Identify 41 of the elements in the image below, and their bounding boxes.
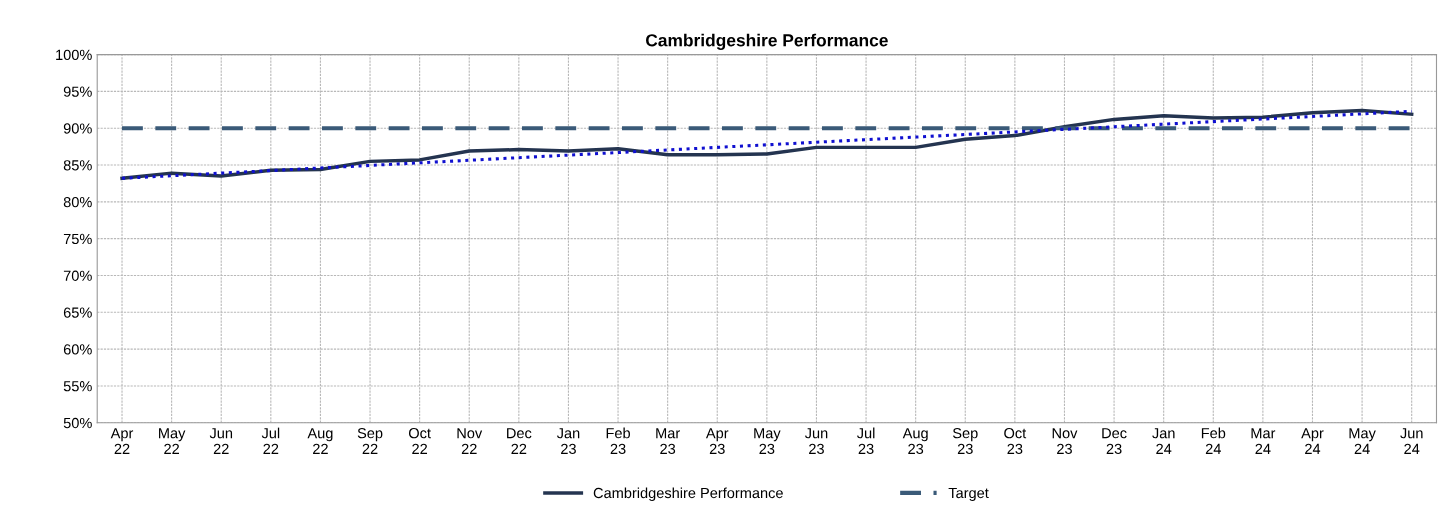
x-tick-label: Jul 23 xyxy=(856,427,875,455)
y-tick-label: 75% xyxy=(63,233,92,245)
y-tick-label: 55% xyxy=(63,381,92,392)
x-tick-label: Sep 23 xyxy=(952,428,978,455)
x-tick-label: Jun 22 xyxy=(209,428,233,454)
x-tick-label: Dec 22 xyxy=(507,428,532,454)
y-tick-label: 50% xyxy=(63,417,92,429)
x-tick-label: Aug 22 xyxy=(307,428,333,454)
x-tick-label: Dec 23 xyxy=(1102,428,1127,455)
x-tick-label: Oct 23 xyxy=(1004,428,1027,455)
legend-label: Target xyxy=(948,487,989,502)
x-tick-label: Jan 24 xyxy=(1152,428,1175,454)
x-tick-label: Feb 24 xyxy=(1201,427,1226,454)
x-tick-label: Jan 23 xyxy=(556,428,580,455)
y-tick-label: 65% xyxy=(63,307,92,318)
x-tick-label: Mar 23 xyxy=(656,428,680,455)
x-tick-label: Jun 24 xyxy=(1400,428,1423,454)
x-tick-label: Nov 22 xyxy=(457,428,483,454)
y-tick-label: 60% xyxy=(63,344,92,355)
y-tick-label: 85% xyxy=(63,160,92,171)
x-tick-label: Apr 22 xyxy=(110,428,134,454)
x-tick-label: Jun 23 xyxy=(804,428,828,455)
legend-label: Cambridgeshire Performance xyxy=(593,487,783,502)
y-tick-label: 100% xyxy=(56,49,92,61)
y-tick-label: 70% xyxy=(63,270,92,281)
x-tick-label: May 24 xyxy=(1349,428,1376,454)
chart-title: Cambridgeshire Performance xyxy=(646,33,888,50)
y-tick-label: 95% xyxy=(63,86,92,97)
x-tick-label: Oct 22 xyxy=(408,428,431,454)
x-tick-label: May 22 xyxy=(159,428,186,454)
x-tick-label: Apr 24 xyxy=(1301,428,1324,454)
x-tick-label: Mar 24 xyxy=(1251,428,1276,454)
y-tick-label: 90% xyxy=(63,123,92,134)
x-tick-label: May 23 xyxy=(754,428,781,455)
x-tick-label: Feb 23 xyxy=(606,427,630,455)
x-tick-label: Aug 23 xyxy=(902,428,928,455)
y-tick-label: 80% xyxy=(63,196,92,208)
x-tick-label: Jul 22 xyxy=(261,427,280,454)
x-tick-label: Sep 22 xyxy=(357,428,383,454)
x-tick-label: Nov 23 xyxy=(1052,428,1078,455)
x-tick-label: Apr 23 xyxy=(705,428,729,455)
